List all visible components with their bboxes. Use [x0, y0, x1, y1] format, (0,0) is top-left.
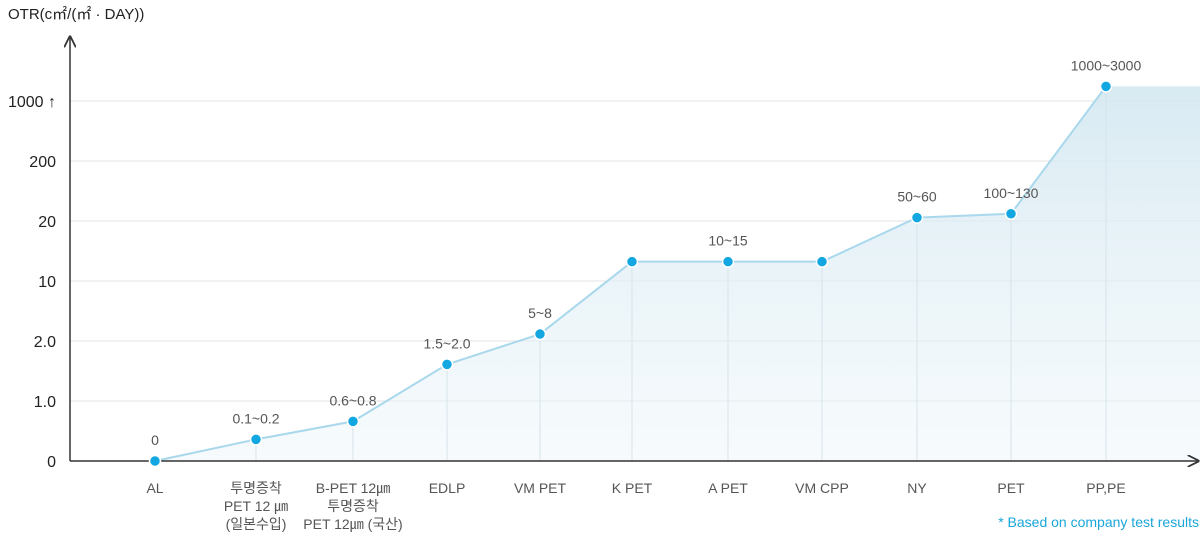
x-tick-label-line: PET 12㎛ (국산) [303, 516, 402, 533]
x-tick-label-line: VM CPP [795, 480, 849, 496]
x-tick-label: K PET [612, 480, 653, 496]
x-tick-label: VM CPP [795, 480, 849, 496]
data-label: 1000~3000 [1071, 57, 1142, 73]
data-point [1099, 80, 1113, 93]
x-tick-label: A PET [708, 480, 748, 496]
y-tick-label: 1.0 [34, 394, 56, 411]
x-tick-label-line: PET [997, 480, 1025, 496]
data-point [440, 358, 454, 371]
data-label: 0 [151, 432, 159, 448]
x-tick-label-line: B-PET 12㎛ [316, 480, 390, 497]
x-tick-labels: AL 투명증착 PET 12 ㎛ (일본수입)B-PET 12㎛ 투명증착 PET 12㎛… [146, 480, 1125, 533]
x-tick-label-line: VM PET [514, 480, 567, 496]
data-label: 100~130 [984, 185, 1039, 201]
data-point [910, 211, 924, 224]
x-tick-label: 투명증착 PET 12 ㎛ (일본수입) [224, 480, 288, 532]
x-tick-label: NY [907, 480, 927, 496]
data-points [148, 80, 1113, 468]
data-point [721, 255, 735, 268]
y-tick-label: 10 [38, 274, 56, 291]
x-tick-label-line: NY [907, 480, 927, 496]
x-tick-label-line: A PET [708, 480, 748, 496]
data-point [533, 327, 547, 341]
data-label: 0.1~0.2 [232, 410, 279, 426]
x-tick-label-line: K PET [612, 480, 653, 496]
data-labels: 0 0.1~0.2 0.6~0.8 1.5~2.0 5~8 10~15 50~60 100~1… [151, 57, 1141, 448]
y-tick-labels: 0 1.0 2.0 10 20 200 1000 ↑ [8, 94, 56, 471]
y-tick-label: 1000 ↑ [8, 94, 56, 111]
footnote: * Based on company test results [998, 514, 1199, 530]
data-point [1004, 207, 1018, 221]
y-tick-label: 2.0 [34, 334, 56, 351]
drop-lines [255, 86, 1107, 461]
x-tick-label: PP,PE [1086, 480, 1125, 496]
y-tick-label: 200 [29, 154, 56, 171]
data-label: 1.5~2.0 [423, 335, 470, 351]
x-tick-label-line: (일본수입) [226, 516, 287, 532]
x-tick-label: PET [997, 480, 1025, 496]
x-tick-label: B-PET 12㎛ 투명증착 PET 12㎛ (국산) [303, 480, 402, 533]
y-tick-label: 20 [38, 214, 56, 231]
data-label: 0.6~0.8 [329, 392, 376, 408]
x-tick-label-line: PP,PE [1086, 480, 1125, 496]
data-label: 50~60 [897, 189, 937, 205]
x-tick-label: EDLP [429, 480, 466, 496]
data-point [148, 454, 162, 468]
data-point [346, 415, 360, 428]
x-tick-label: AL [146, 480, 163, 496]
x-tick-label-line: 투명증착 [327, 498, 379, 514]
x-tick-label-line: EDLP [429, 480, 466, 496]
area-fill [155, 86, 1200, 461]
y-axis-label: OTR(c㎡/(㎡ · DAY)) [8, 6, 144, 23]
data-point [815, 255, 829, 268]
data-point [625, 255, 639, 268]
data-label: 5~8 [528, 305, 552, 321]
x-tick-label: VM PET [514, 480, 567, 496]
data-point [249, 433, 263, 446]
x-tick-label-line: PET 12 ㎛ [224, 498, 288, 515]
data-label: 10~15 [708, 233, 748, 249]
x-tick-label-line: AL [146, 480, 163, 496]
x-tick-label-line: 투명증착 [230, 480, 282, 496]
y-tick-label: 0 [47, 454, 56, 471]
